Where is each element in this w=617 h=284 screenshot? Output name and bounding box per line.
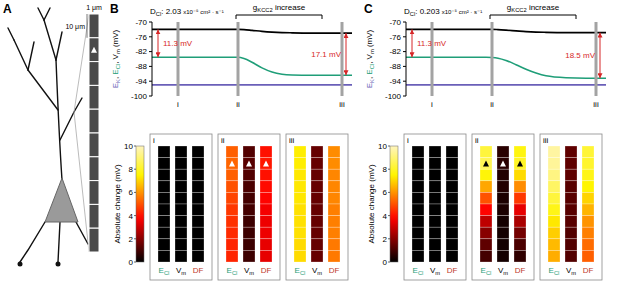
svg-text:Vm: Vm	[176, 266, 186, 276]
svg-text:iii: iii	[593, 100, 599, 109]
svg-text:-94: -94	[389, 77, 401, 86]
svg-text:10: 10	[124, 142, 133, 151]
svg-text:Vm: Vm	[566, 266, 576, 276]
svg-text:2: 2	[383, 235, 388, 244]
svg-text:i: i	[177, 100, 179, 109]
svg-text:EK, ECl, Vm (mV): EK, ECl, Vm (mV)	[111, 29, 121, 88]
svg-text:0: 0	[383, 258, 388, 267]
svg-text:-70: -70	[135, 18, 147, 27]
svg-text:ii: ii	[221, 136, 225, 145]
svg-text:-76: -76	[389, 33, 401, 42]
svg-text:Vm: Vm	[498, 266, 508, 276]
svg-text:Absolute change (mV): Absolute change (mV)	[113, 164, 122, 243]
svg-text:-82: -82	[135, 47, 147, 56]
svg-text:6: 6	[383, 188, 388, 197]
svg-text:8: 8	[383, 165, 388, 174]
svg-text:-94: -94	[135, 77, 147, 86]
svg-text:17.1 mV: 17.1 mV	[311, 50, 341, 59]
svg-text:ii: ii	[236, 100, 240, 109]
svg-text:-100: -100	[385, 92, 402, 101]
svg-text:-88: -88	[389, 62, 401, 71]
svg-text:ECl: ECl	[549, 266, 560, 276]
svg-text:i: i	[431, 100, 433, 109]
svg-text:11.3 mV: 11.3 mV	[163, 39, 193, 48]
svg-text:8: 8	[129, 165, 134, 174]
svg-text:10: 10	[378, 142, 387, 151]
svg-text:11.3 mV: 11.3 mV	[417, 39, 447, 48]
svg-text:ECl: ECl	[227, 266, 238, 276]
svg-text:DF: DF	[515, 266, 526, 275]
svg-text:iii: iii	[339, 100, 345, 109]
svg-text:ECl: ECl	[413, 266, 424, 276]
svg-text:ECl: ECl	[295, 266, 306, 276]
svg-text:gKCC2 increase: gKCC2 increase	[507, 3, 560, 13]
svg-text:ECl: ECl	[481, 266, 492, 276]
svg-text:ii: ii	[475, 136, 479, 145]
svg-text:gKCC2 increase: gKCC2 increase	[253, 3, 306, 13]
svg-text:A: A	[3, 2, 12, 16]
svg-text:DCl: 2.03x10⁻⁵ cm² · s⁻¹: DCl: 2.03x10⁻⁵ cm² · s⁻¹	[150, 7, 224, 17]
svg-text:-100: -100	[131, 92, 148, 101]
svg-text:DCl: 0.203x10⁻⁵ cm² · s⁻¹: DCl: 0.203x10⁻⁵ cm² · s⁻¹	[404, 7, 482, 17]
svg-text:18.5 mV: 18.5 mV	[565, 51, 595, 60]
svg-text:10 μm: 10 μm	[65, 23, 85, 31]
svg-text:i: i	[153, 136, 155, 145]
svg-text:ii: ii	[490, 100, 494, 109]
svg-text:2: 2	[129, 235, 134, 244]
svg-text:Absolute change (mV): Absolute change (mV)	[367, 164, 376, 243]
svg-text:DF: DF	[583, 266, 594, 275]
svg-text:Vm: Vm	[312, 266, 322, 276]
svg-text:ECl: ECl	[159, 266, 170, 276]
svg-text:-82: -82	[389, 47, 401, 56]
svg-text:DF: DF	[193, 266, 204, 275]
svg-text:-70: -70	[389, 18, 401, 27]
svg-text:4: 4	[129, 212, 134, 221]
svg-text:iii: iii	[543, 136, 549, 145]
svg-text:1 μm: 1 μm	[86, 4, 102, 12]
svg-text:-76: -76	[135, 33, 147, 42]
svg-text:0: 0	[129, 258, 134, 267]
svg-text:iii: iii	[289, 136, 295, 145]
svg-text:B: B	[110, 2, 119, 16]
svg-text:EK, ECl, Vm (mV): EK, ECl, Vm (mV)	[365, 29, 375, 88]
svg-text:Vm: Vm	[430, 266, 440, 276]
svg-text:Vm: Vm	[244, 266, 254, 276]
svg-text:4: 4	[383, 212, 388, 221]
svg-text:DF: DF	[329, 266, 340, 275]
svg-text:6: 6	[129, 188, 134, 197]
svg-text:C: C	[364, 2, 373, 16]
svg-text:-88: -88	[135, 62, 147, 71]
svg-text:DF: DF	[261, 266, 272, 275]
svg-text:DF: DF	[447, 266, 458, 275]
svg-text:i: i	[407, 136, 409, 145]
